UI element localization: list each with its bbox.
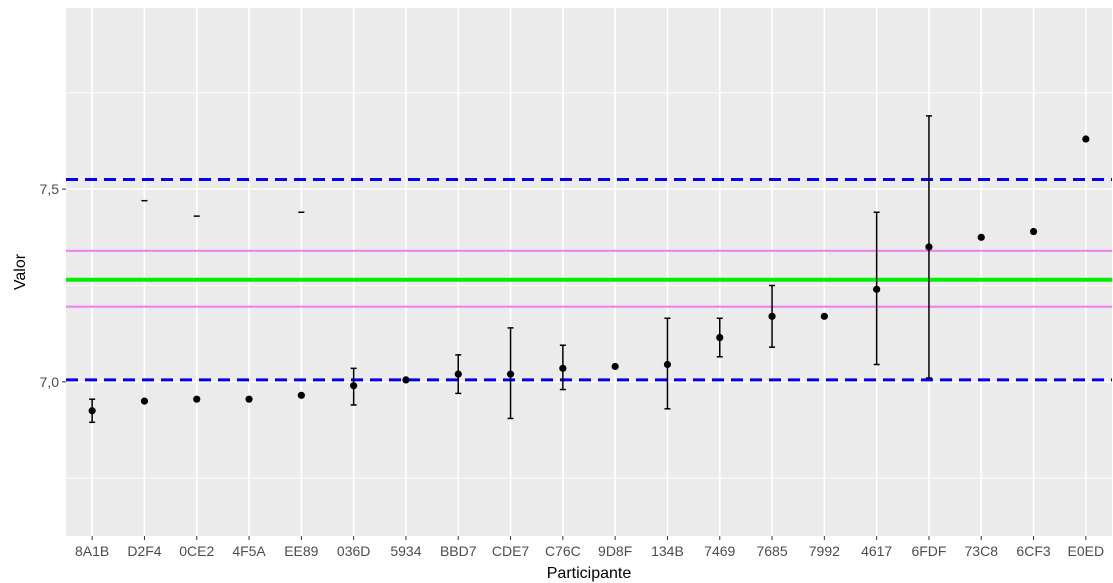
x-tick-label: 7685 (756, 543, 787, 559)
x-tick-label: 9D8F (598, 543, 632, 559)
x-tick-label: E0ED (1068, 543, 1105, 559)
data-point (925, 243, 933, 251)
data-point (977, 233, 985, 241)
data-point (873, 285, 881, 293)
x-tick-label: 6FDF (911, 543, 946, 559)
x-tick-label: 5934 (390, 543, 421, 559)
data-point (88, 407, 96, 415)
x-tick-label: 036D (337, 543, 370, 559)
x-tick-label: 8A1B (75, 543, 109, 559)
data-point (820, 312, 828, 320)
x-tick-label: D2F4 (127, 543, 161, 559)
data-point (245, 395, 253, 403)
x-tick-label: BBD7 (440, 543, 477, 559)
x-tick-label: CDE7 (492, 543, 530, 559)
data-point (768, 312, 776, 320)
x-axis-title: Participante (547, 565, 632, 582)
data-point (506, 370, 515, 378)
y-tick-label: 7,0 (40, 374, 60, 390)
x-tick-label: EE89 (284, 543, 318, 559)
data-point (559, 364, 567, 372)
y-axis: 7,0 7,5 (40, 181, 66, 390)
dash-marks (141, 199, 305, 217)
x-tick-label: 134B (651, 543, 684, 559)
x-tick-label: 73C8 (965, 543, 999, 559)
x-tick-label: 7992 (809, 543, 840, 559)
data-point (297, 391, 305, 399)
x-tick-label: 4617 (861, 543, 892, 559)
x-tick-label: 7469 (704, 543, 735, 559)
data-point (350, 382, 358, 390)
major-gridlines (66, 8, 1112, 536)
y-axis-title: Valor (12, 253, 29, 290)
x-tick-label: 0CE2 (179, 543, 214, 559)
data-point (663, 360, 672, 369)
minor-gridlines (66, 92, 1112, 479)
data-point (1029, 227, 1038, 236)
x-axis: 8A1B D2F4 0CE2 4F5A EE89 036D 5934 BBD7 CDE7 C76C… (75, 536, 1104, 559)
y-tick-label: 7,5 (40, 181, 60, 197)
reference-lines (66, 178, 1112, 382)
data-points (88, 135, 1090, 415)
data-point (611, 362, 619, 371)
data-point (454, 370, 462, 378)
data-point (193, 395, 201, 403)
plot-panel (66, 8, 1112, 536)
x-tick-label: 4F5A (232, 543, 266, 559)
data-point (140, 397, 149, 405)
x-tick-label: C76C (545, 543, 581, 559)
data-point (402, 376, 410, 384)
data-point (716, 333, 724, 342)
data-point (1082, 135, 1090, 143)
x-tick-label: 6CF3 (1016, 543, 1050, 559)
